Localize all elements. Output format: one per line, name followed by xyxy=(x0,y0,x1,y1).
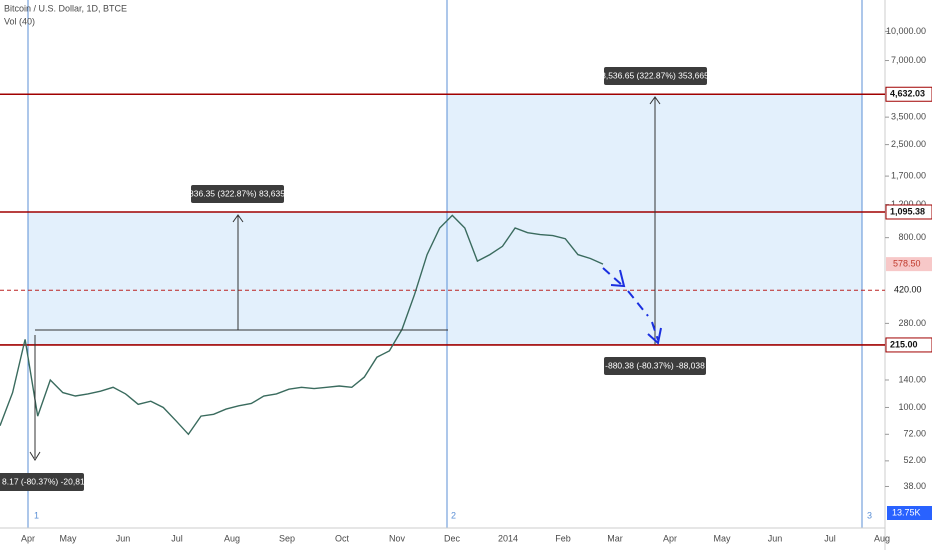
y-tick-label: 800.00 xyxy=(898,232,926,242)
y-tick-label: 38.00 xyxy=(903,481,926,491)
price-line xyxy=(0,214,604,436)
x-tick-label: Jun xyxy=(768,533,783,543)
annotation-box xyxy=(604,357,706,375)
x-tick-label: Dec xyxy=(444,533,461,543)
marker-label: 3 xyxy=(867,510,872,520)
x-tick-label: Aug xyxy=(224,533,240,543)
arrow-head xyxy=(29,451,41,461)
y-tick-label: 72.00 xyxy=(903,429,926,439)
y-tick-label: 52.00 xyxy=(903,455,926,465)
y-tick-label: 140.00 xyxy=(898,374,926,384)
y-tick-label: 2,500.00 xyxy=(891,139,926,149)
arrow-head xyxy=(232,214,244,223)
level-badge xyxy=(885,337,932,353)
arrow-head xyxy=(649,96,661,105)
x-tick-label: 2014 xyxy=(498,533,518,543)
level-badge xyxy=(885,204,932,220)
annotation-box xyxy=(604,67,707,85)
dashed-level-label: 420.00 xyxy=(894,285,922,295)
level-label: 215.00 xyxy=(890,339,918,349)
y-tick-label: 3,500.00 xyxy=(891,112,926,122)
x-tick-label: Apr xyxy=(21,533,35,543)
x-tick-label: Oct xyxy=(335,533,350,543)
x-tick-label: Mar xyxy=(607,533,623,543)
chart-title: Bitcoin / U.S. Dollar, 1D, BTCE xyxy=(4,3,127,13)
x-tick-label: Sep xyxy=(279,533,295,543)
annotation-box xyxy=(191,185,284,203)
y-tick-label: 100.00 xyxy=(898,402,926,412)
forecast-arrow xyxy=(602,267,659,341)
x-tick-label: Apr xyxy=(663,533,677,543)
annotation: 836.35 (322.87%) 83,635 xyxy=(189,188,285,198)
level-label: 4,632.03 xyxy=(890,89,925,99)
y-tick-label: 10,000.00 xyxy=(886,26,926,36)
x-tick-label: Jul xyxy=(171,533,183,543)
x-tick-label: Feb xyxy=(555,533,571,543)
volume-label: 13.75K xyxy=(892,507,921,517)
annotation: 8.17 (-80.37%) -20,817 xyxy=(2,476,90,486)
x-tick-label: May xyxy=(713,533,731,543)
level-badge xyxy=(885,86,932,102)
subtitle: Vol (40) xyxy=(4,16,35,26)
marker-label: 2 xyxy=(451,510,456,520)
volume-badge xyxy=(887,506,932,520)
x-tick-label: May xyxy=(59,533,77,543)
marker-label: 1 xyxy=(34,510,39,520)
x-tick-label: Nov xyxy=(389,533,406,543)
annotation-box xyxy=(0,473,84,491)
last-price-badge xyxy=(886,257,932,272)
y-tick-label: 1,200.00 xyxy=(891,199,926,209)
annotation: 3,536.65 (322.87%) 353,665 xyxy=(601,70,709,80)
level-label: 1,095.38 xyxy=(890,206,925,216)
arrow-head xyxy=(610,269,662,345)
y-tick-label: 280.00 xyxy=(898,318,926,328)
last-price-label: 578.50 xyxy=(893,259,921,269)
annotation: -880.38 (-80.37%) -88,038 xyxy=(605,360,705,370)
x-tick-label: Jun xyxy=(116,533,131,543)
y-tick-label: 7,000.00 xyxy=(891,55,926,65)
y-tick-label: 1,700.00 xyxy=(891,170,926,180)
x-tick-label: Jul xyxy=(824,533,836,543)
x-tick-label: Aug xyxy=(874,533,890,543)
